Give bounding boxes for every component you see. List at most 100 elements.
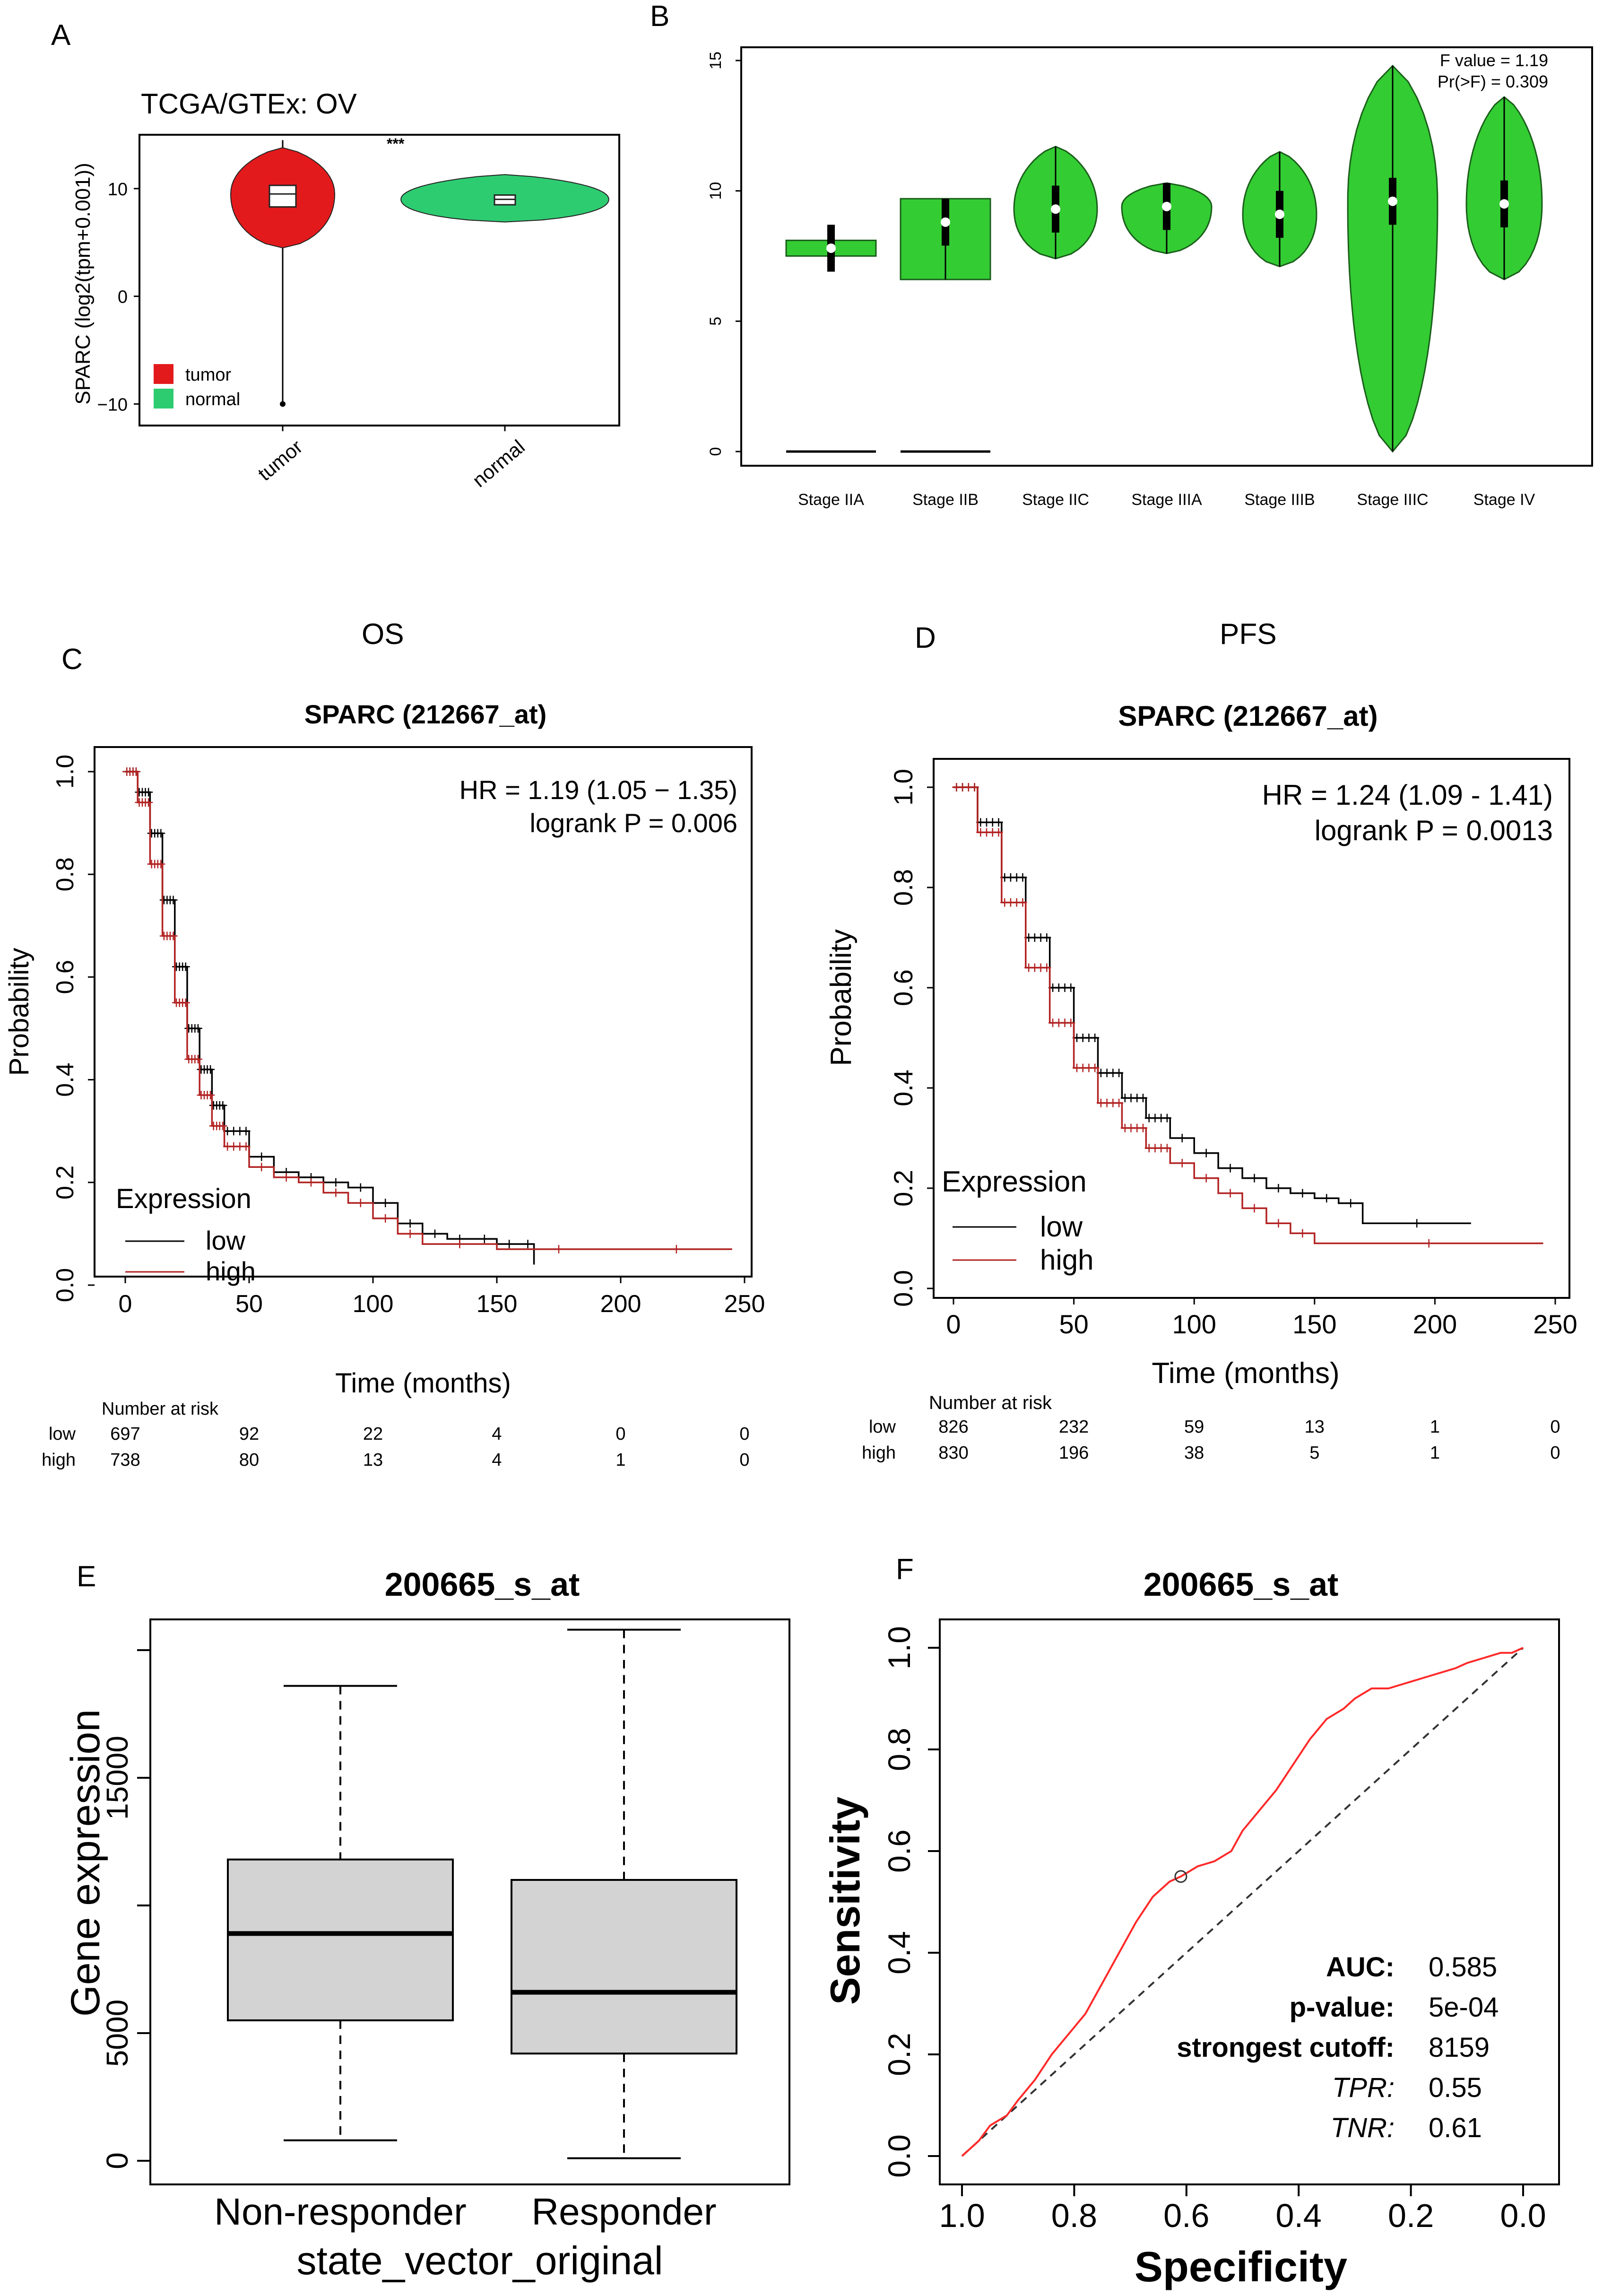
panel-b-p-value: Pr(>F) = 0.309 — [1438, 72, 1548, 91]
panel-f-y-tick-label: 1.0 — [882, 1626, 917, 1670]
risk-value: 92 — [239, 1424, 259, 1444]
panel-d-legend-title: Expression — [942, 1165, 1087, 1198]
x-tick-label: 250 — [1533, 1309, 1577, 1339]
risk-value: 1 — [1430, 1417, 1440, 1437]
x-tick-label: 250 — [724, 1290, 765, 1318]
risk-value: 5 — [1309, 1443, 1319, 1463]
panel-a-x-tick-label: tumor — [253, 435, 306, 485]
risk-value: 0 — [739, 1424, 749, 1444]
risk-value: 830 — [938, 1443, 968, 1463]
panel-f-plot-frame — [939, 1618, 1560, 2185]
panel-b-y-tick-label: 10 — [707, 182, 725, 200]
panel-f-diagonal — [961, 1647, 1524, 2157]
panel-c-logrank: logrank P = 0.006 — [529, 808, 737, 838]
panel-d-y-label: Probability — [825, 929, 858, 1066]
censor-mark — [331, 1178, 340, 1187]
risk-value: 738 — [110, 1450, 140, 1470]
panel-a-box-tumor — [269, 184, 297, 208]
panel-f-x-label: Specificity — [1135, 2244, 1347, 2291]
panel-a-y-axis: 10 0 −10 — [97, 180, 139, 415]
panel-f-roc-curve — [961, 1647, 1524, 2157]
panel-b-x-tick-label: Stage IIA — [798, 491, 864, 509]
panel-f-stat-value: 8159 — [1429, 2032, 1490, 2063]
panel-c-header: OS — [362, 618, 404, 651]
y-tick-label: 0.0 — [888, 1270, 918, 1307]
censor-mark — [555, 1244, 563, 1253]
panel-f-title: 200665_s_at — [1144, 1566, 1339, 1603]
panel-f-stat-value: 5e-04 — [1429, 1992, 1499, 2023]
panel-c-plot-frame — [94, 746, 753, 1278]
censor-mark — [1346, 1199, 1355, 1208]
risk-value: 4 — [492, 1450, 502, 1470]
censor-mark — [1412, 1219, 1421, 1228]
y-tick-label: 0.4 — [52, 1062, 79, 1096]
censor-mark — [381, 1199, 390, 1208]
risk-value: 0 — [1550, 1417, 1560, 1437]
censor-mark — [1042, 963, 1051, 972]
censor-mark — [356, 1199, 365, 1208]
censor-mark — [1115, 1069, 1124, 1078]
panel-f-stat-label: TPR: — [1332, 2072, 1395, 2103]
panel-b-median-dot — [941, 217, 950, 227]
censor-mark — [307, 1178, 315, 1187]
panel-e-boxes — [227, 1628, 737, 2159]
censor-mark — [242, 1127, 251, 1136]
censor-mark — [1178, 1134, 1187, 1142]
panel-b-x-tick-label: Stage IIIB — [1244, 491, 1315, 509]
censor-mark — [257, 1163, 266, 1172]
censor-mark — [193, 1024, 202, 1033]
x-tick-label: 200 — [1413, 1309, 1457, 1339]
censor-mark — [1226, 1164, 1235, 1173]
risk-value: 4 — [492, 1424, 502, 1444]
censor-mark — [672, 1244, 681, 1253]
x-tick-label: 200 — [600, 1290, 641, 1318]
panel-a-violins — [230, 140, 609, 407]
panel-c-legend-low: low — [206, 1226, 246, 1255]
panel-c-x-label: Time (months) — [335, 1368, 511, 1399]
panel-a-plot-frame — [139, 134, 620, 426]
y-tick-label: 0.4 — [888, 1070, 918, 1106]
survival-curve-high — [953, 786, 1543, 1244]
panel-d-risk-title: Number at risk — [929, 1392, 1052, 1413]
panel-d-plot-frame — [933, 758, 1570, 1299]
panel-b-median-dot — [1388, 196, 1397, 206]
censor-mark — [1162, 1144, 1171, 1153]
x-tick-label: 100 — [353, 1290, 394, 1318]
panel-c-survival-curves — [122, 767, 732, 1265]
risk-row-label: high — [42, 1450, 76, 1470]
panel-f-y-tick-label: 0.2 — [882, 2033, 917, 2076]
censor-mark — [1250, 1174, 1259, 1183]
panel-a-y-tick-label: 10 — [108, 180, 128, 200]
censor-mark — [1066, 983, 1075, 992]
censor-mark — [1066, 1018, 1075, 1027]
panel-label-d: D — [915, 622, 936, 654]
risk-value: 80 — [239, 1450, 259, 1470]
x-tick-label: 50 — [235, 1290, 263, 1318]
panel-e-x-tick-label: Non-responder — [214, 2191, 467, 2233]
censor-mark — [1018, 898, 1027, 907]
censor-mark — [1274, 1219, 1283, 1228]
risk-value: 1 — [1430, 1443, 1440, 1463]
survival-curve-high — [125, 771, 732, 1250]
censor-mark — [994, 818, 1003, 827]
panel-d-hr: HR = 1.24 (1.09 - 1.41) — [1262, 779, 1553, 811]
y-tick-label: 0.2 — [52, 1165, 79, 1200]
censor-mark — [181, 962, 190, 971]
censor-mark — [218, 1122, 227, 1131]
censor-mark — [1178, 1159, 1187, 1167]
panel-d-legend-low: low — [1040, 1211, 1083, 1243]
panel-b-violins — [785, 64, 1543, 453]
panel-f-x-tick-label: 0.4 — [1276, 2197, 1322, 2234]
panel-b-x-tick-label: Stage IIIC — [1357, 491, 1428, 509]
censor-mark — [356, 1183, 365, 1192]
censor-mark — [169, 896, 178, 904]
panel-f-y-tick-label: 0.4 — [882, 1931, 917, 1974]
panel-f-y-label: Sensitivity — [822, 1797, 868, 2005]
panel-c-hr: HR = 1.19 (1.05 − 1.35) — [459, 775, 737, 805]
panel-e-y-tick-label: 5000 — [100, 2000, 134, 2067]
censor-mark — [156, 860, 165, 869]
legend-label-tumor: tumor — [185, 365, 231, 385]
risk-value: 196 — [1059, 1443, 1089, 1463]
panel-b-x-tick-label: Stage IIB — [912, 491, 979, 509]
